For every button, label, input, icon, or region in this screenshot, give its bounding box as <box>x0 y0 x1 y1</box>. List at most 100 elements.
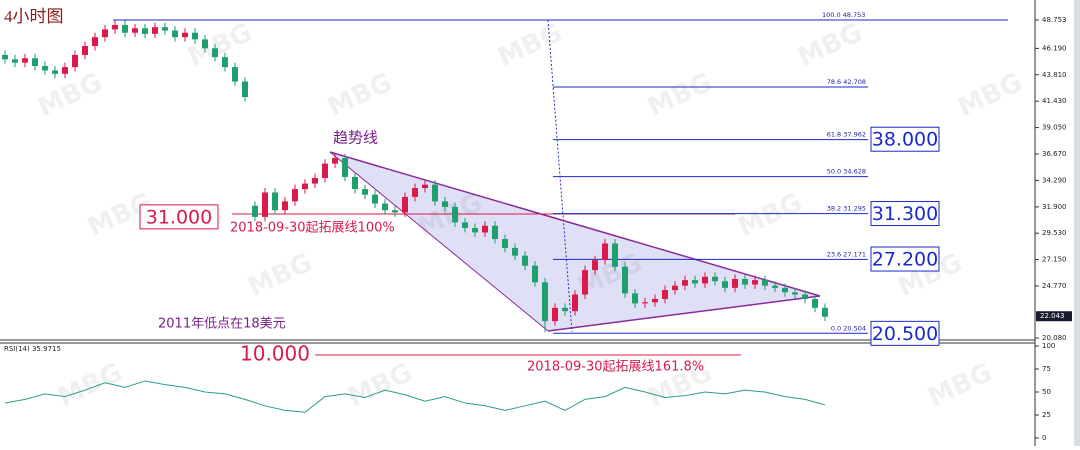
rsi-label: RSI(14) 35.9715 <box>4 345 61 353</box>
candle-body <box>632 293 638 304</box>
candle-body <box>562 307 568 312</box>
candle-body <box>692 280 698 284</box>
trend-line <box>547 295 821 332</box>
candle-body <box>252 205 258 217</box>
candle-body <box>132 28 138 33</box>
y-tick-label: 29.530 <box>1042 229 1067 237</box>
candle-body <box>592 260 598 271</box>
price-box-label: 31.000 <box>146 206 212 228</box>
candle-body <box>322 163 328 179</box>
candle-body <box>812 298 818 308</box>
candle-body <box>602 243 608 261</box>
candle-body <box>462 222 468 228</box>
candle-body <box>702 276 708 284</box>
candle-body <box>682 280 688 286</box>
candle-body <box>232 67 238 82</box>
candle-body <box>112 24 118 30</box>
fib-time-line <box>547 19 573 333</box>
candle-body <box>182 32 188 38</box>
candle-body <box>172 30 178 38</box>
fib-label: 61.8 37.962 <box>827 131 866 139</box>
candle-body <box>122 24 128 33</box>
candle-body <box>92 37 98 47</box>
candle-body <box>522 255 528 266</box>
last-price-label: 22.043 <box>1040 312 1065 320</box>
price-box-label: 20.500 <box>872 323 938 345</box>
candle-body <box>152 27 158 34</box>
candle-body <box>412 188 418 197</box>
fib-label: 78.6 42.708 <box>827 78 866 86</box>
y-tick-label: 20.080 <box>1042 334 1067 342</box>
candle-body <box>22 58 28 63</box>
candle-body <box>452 206 458 223</box>
price-box <box>870 320 940 346</box>
candle-body <box>272 192 278 211</box>
candle-body <box>762 280 768 286</box>
candle-body <box>202 39 208 49</box>
annotation: 2018-09-30起拓展线161.8% <box>527 360 704 375</box>
candle-body <box>732 278 738 288</box>
candle-body <box>662 290 668 299</box>
price-box-label: 27.200 <box>872 249 938 271</box>
candle-body <box>402 196 408 213</box>
candle-body <box>792 292 798 295</box>
candle-body <box>222 57 228 68</box>
candle-body <box>262 192 268 217</box>
candle-body <box>142 28 148 34</box>
candle-body <box>822 307 828 317</box>
candle-body <box>432 184 438 202</box>
candle-body <box>712 276 718 282</box>
candle-body <box>502 239 508 248</box>
y-tick-label: 41.430 <box>1042 97 1067 105</box>
rsi-line <box>4 380 826 413</box>
candle-body <box>102 29 108 38</box>
last-price-box <box>1036 311 1072 322</box>
y-tick-label: 46.190 <box>1042 44 1067 52</box>
price-box-label: 31.300 <box>872 203 938 225</box>
candle-body <box>352 176 358 190</box>
rsi-tick-label: 25 <box>1042 411 1051 419</box>
candle-body <box>572 294 578 312</box>
candle-body <box>332 158 338 164</box>
fib-label: 38.2 31.295 <box>827 205 866 213</box>
candle-body <box>492 225 498 240</box>
candle-body <box>292 189 298 202</box>
annotation: 2018-09-30起拓展线100% <box>230 221 395 236</box>
price-box <box>870 246 940 272</box>
candle-body <box>312 178 318 184</box>
y-tick-label: 48.753 <box>1042 16 1067 24</box>
candle-body <box>32 58 38 67</box>
candle-body <box>82 46 88 55</box>
candle-body <box>622 266 628 294</box>
candle-body <box>162 27 168 31</box>
candle-body <box>472 227 478 233</box>
price-box <box>139 204 219 230</box>
rsi-tick-label: 100 <box>1042 342 1055 350</box>
fib-label: 23.6 27.171 <box>827 250 866 258</box>
y-tick-label: 27.150 <box>1042 256 1067 264</box>
y-tick-label: 34.290 <box>1042 176 1067 184</box>
candle-body <box>442 201 448 207</box>
rsi-tick-label: 75 <box>1042 365 1051 373</box>
trend-line <box>329 151 821 297</box>
candle-body <box>372 194 378 204</box>
annotation: 2011年低点在18美元 <box>158 317 286 332</box>
candle-body <box>362 189 368 195</box>
price-box-label: 38.000 <box>872 129 938 151</box>
candle-body <box>642 302 648 304</box>
candle-body <box>802 294 808 299</box>
candle-body <box>542 282 548 322</box>
candle-body <box>52 70 58 74</box>
scrollbar <box>1074 0 1080 446</box>
candle-body <box>652 298 658 303</box>
candle-body <box>62 67 68 74</box>
rsi-tick-label: 50 <box>1042 388 1051 396</box>
chart-title: 4小时图 <box>4 7 64 26</box>
candle-body <box>282 201 288 211</box>
fib-label: 100.0 48.753 <box>822 11 865 19</box>
candle-body <box>742 278 748 285</box>
candle-body <box>672 285 678 291</box>
annotation: 10.000 <box>240 342 310 366</box>
y-tick-label: 31.900 <box>1042 203 1067 211</box>
